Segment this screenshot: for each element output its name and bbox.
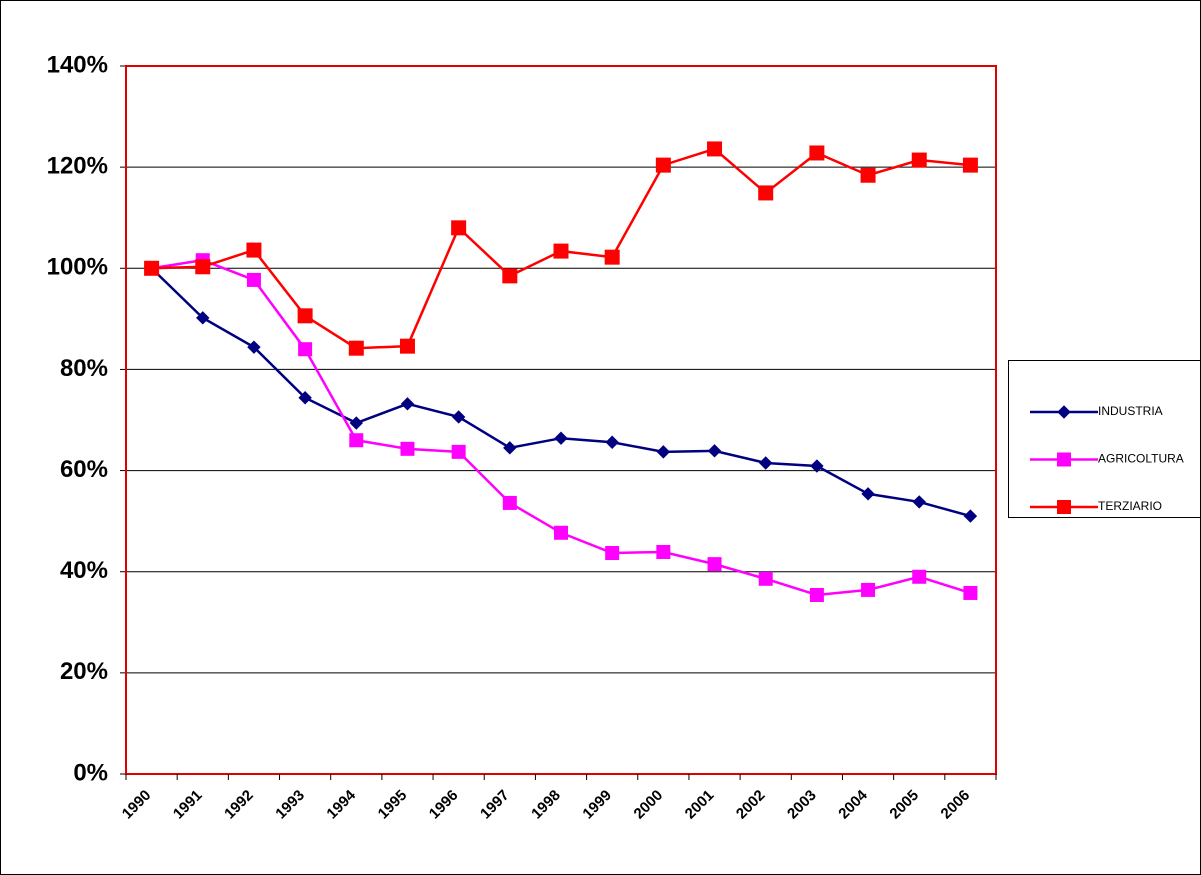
data-point — [604, 249, 620, 265]
data-point — [809, 145, 825, 161]
data-point — [400, 441, 415, 456]
data-point — [553, 243, 569, 259]
legend-box — [1008, 360, 1201, 518]
data-point — [399, 338, 415, 354]
data-point — [502, 495, 517, 510]
data-point — [348, 340, 364, 356]
y-tick-label: 0% — [73, 759, 108, 786]
data-point — [349, 433, 364, 448]
data-point — [655, 157, 671, 173]
data-point — [758, 185, 774, 201]
data-point — [656, 544, 671, 559]
y-tick-label: 60% — [60, 456, 108, 483]
data-point — [810, 459, 824, 473]
y-tick-label: 120% — [47, 152, 108, 179]
data-point — [246, 272, 261, 287]
y-tick-label: 80% — [60, 355, 108, 382]
data-point — [707, 444, 722, 458]
data-point — [860, 167, 876, 183]
data-point — [144, 260, 160, 276]
y-tick-label: 40% — [60, 557, 108, 584]
data-point — [963, 509, 978, 523]
data-point — [656, 445, 671, 459]
data-point — [605, 546, 620, 561]
data-point — [861, 582, 876, 597]
data-point — [246, 242, 262, 258]
data-point — [196, 311, 210, 325]
data-point — [912, 569, 927, 584]
legend-label: AGRICOLTURA — [1098, 452, 1184, 466]
plot-border — [125, 65, 997, 775]
data-point — [451, 220, 467, 236]
data-point — [605, 435, 619, 449]
data-point — [911, 152, 927, 168]
y-tick-label: 20% — [60, 658, 108, 685]
data-point — [349, 416, 364, 430]
data-point — [503, 441, 517, 455]
legend-marker — [1057, 500, 1071, 514]
data-point — [298, 391, 312, 405]
legend-label: TERZIARIO — [1098, 499, 1162, 513]
data-point — [861, 487, 875, 501]
data-point — [554, 525, 568, 540]
data-point — [502, 268, 518, 284]
data-point — [297, 308, 313, 324]
data-point — [809, 587, 824, 602]
legend-label: INDUSTRIA — [1098, 404, 1163, 418]
data-point — [400, 397, 415, 411]
legend-marker — [1057, 405, 1071, 419]
y-tick-label: 100% — [47, 254, 108, 281]
data-point — [298, 342, 313, 357]
data-point — [912, 495, 926, 509]
data-point — [247, 340, 261, 354]
data-point — [554, 431, 568, 445]
data-point — [195, 259, 211, 275]
data-point — [758, 571, 773, 586]
data-point — [707, 557, 722, 572]
data-point — [962, 157, 978, 173]
data-point — [963, 585, 978, 600]
y-tick-label: 140% — [47, 51, 108, 78]
data-point — [451, 444, 466, 459]
data-point — [758, 456, 773, 470]
data-point — [451, 410, 466, 424]
legend-marker — [1057, 452, 1071, 467]
data-point — [707, 141, 723, 157]
